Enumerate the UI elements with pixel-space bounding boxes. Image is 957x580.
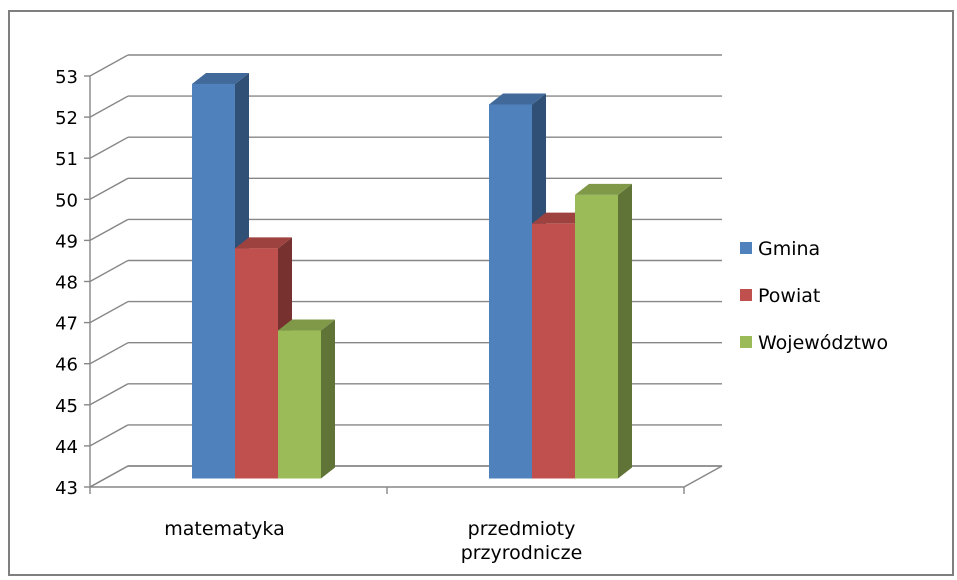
bar-side bbox=[618, 184, 632, 479]
legend-swatch bbox=[740, 242, 752, 254]
gridline-wall bbox=[90, 96, 128, 117]
y-tick-label: 50 bbox=[55, 190, 78, 211]
legend: Gmina Powiat Województwo bbox=[740, 238, 888, 354]
gridline-wall bbox=[90, 137, 128, 158]
y-tick-label: 47 bbox=[55, 314, 78, 335]
bar bbox=[278, 320, 335, 479]
bar-front bbox=[192, 84, 235, 479]
x-category-label: matematyka bbox=[164, 518, 284, 540]
x-category-label-line: matematyka bbox=[164, 518, 284, 540]
y-tick-label: 51 bbox=[55, 149, 78, 170]
legend-label: Powiat bbox=[758, 285, 820, 307]
bars bbox=[192, 73, 632, 479]
legend-swatch bbox=[740, 289, 752, 301]
y-tick-label: 43 bbox=[55, 478, 78, 499]
legend-label: Gmina bbox=[758, 238, 820, 260]
legend-swatch bbox=[740, 336, 752, 348]
gridline-wall bbox=[90, 425, 128, 446]
x-category-label: przedmioty przyrodnicze bbox=[461, 518, 583, 564]
gridline-wall bbox=[90, 219, 128, 240]
gridline-wall bbox=[90, 261, 128, 282]
bar bbox=[575, 184, 632, 479]
x-category-label-line: przedmioty bbox=[468, 518, 576, 540]
y-tick-label: 44 bbox=[55, 437, 78, 458]
gridline-wall bbox=[90, 302, 128, 323]
gridline-wall bbox=[90, 384, 128, 405]
x-category-label-line: przyrodnicze bbox=[461, 542, 583, 564]
y-tick-label: 46 bbox=[55, 355, 78, 376]
bar-side bbox=[321, 320, 335, 479]
chart-frame: 43 44 45 46 47 48 49 50 51 52 53 matematyka przedmio… bbox=[8, 10, 954, 576]
gridline-wall bbox=[90, 55, 128, 76]
bar-front bbox=[532, 224, 575, 479]
legend-label: Województwo bbox=[758, 332, 888, 354]
gridline-wall bbox=[90, 343, 128, 364]
bar-front bbox=[575, 195, 618, 479]
gridline-wall bbox=[90, 178, 128, 199]
bar-front bbox=[278, 331, 321, 479]
bar-front bbox=[235, 248, 278, 478]
bar-front bbox=[489, 104, 532, 478]
y-tick-label: 48 bbox=[55, 273, 78, 294]
bar-chart: 43 44 45 46 47 48 49 50 51 52 53 matematyka przedmio… bbox=[10, 12, 952, 574]
y-tick-label: 52 bbox=[55, 108, 78, 129]
y-tick-label: 49 bbox=[55, 231, 78, 252]
y-tick-label: 45 bbox=[55, 396, 78, 417]
y-tick-label: 53 bbox=[55, 67, 78, 88]
